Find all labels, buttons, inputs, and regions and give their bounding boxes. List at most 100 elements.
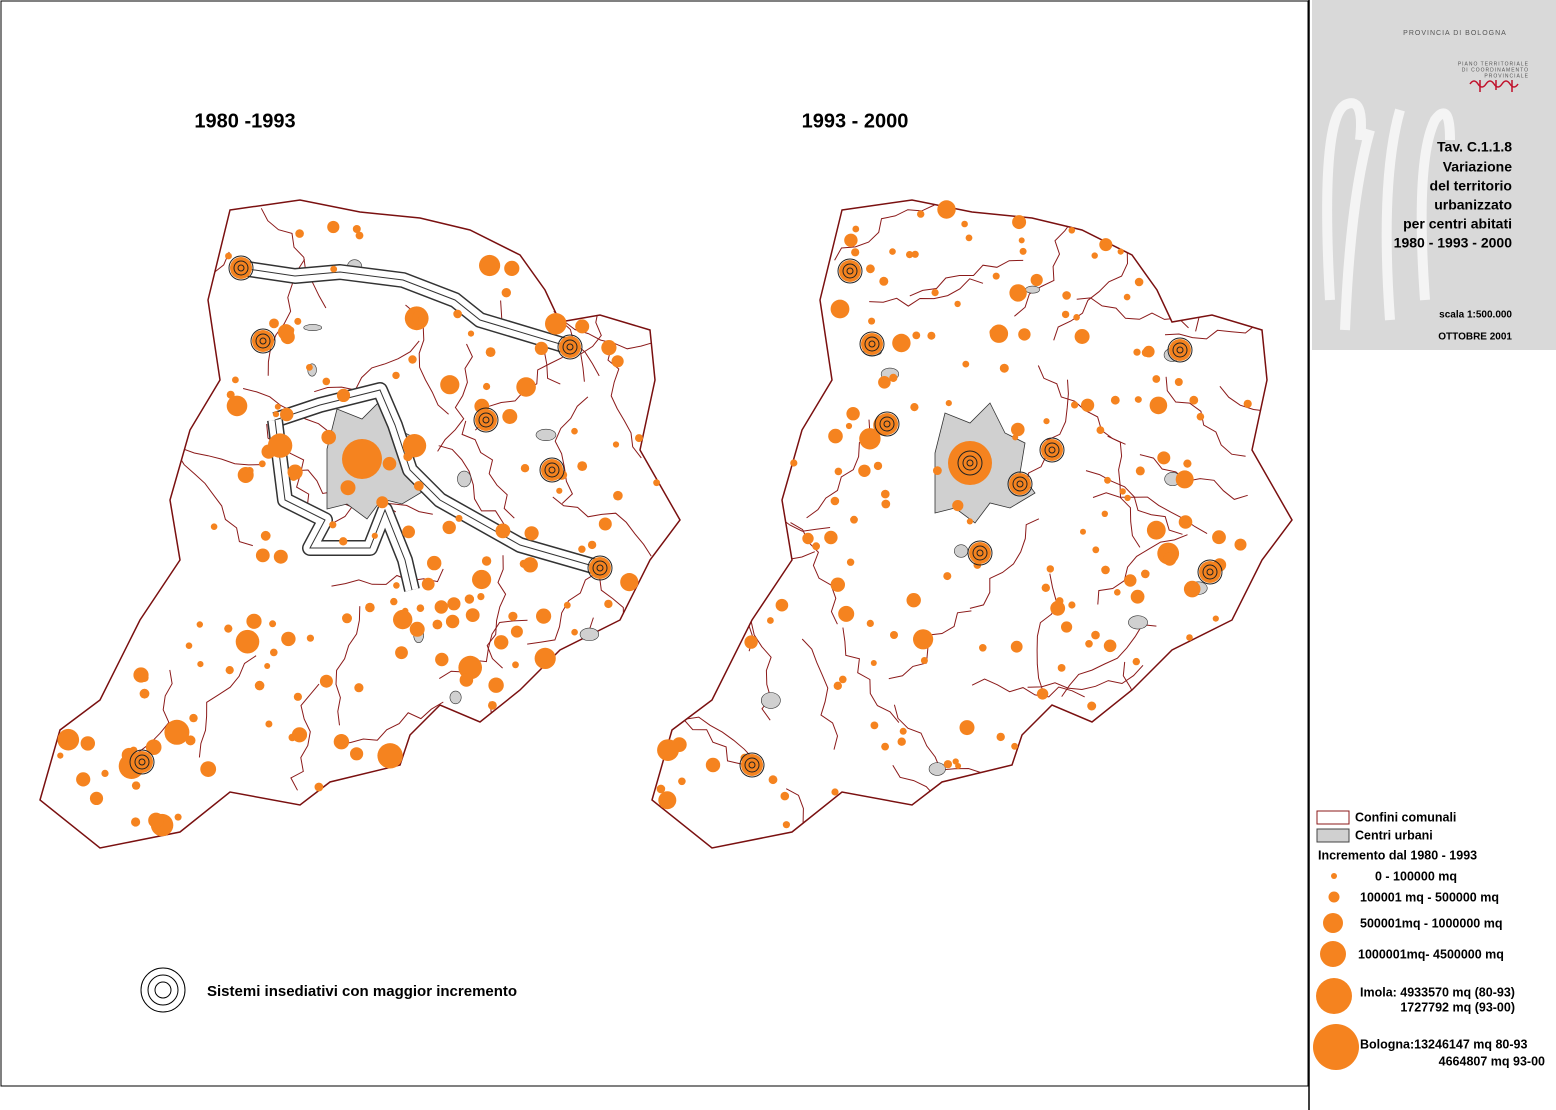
settlement-dot xyxy=(563,601,571,609)
target-dot xyxy=(252,330,274,352)
settlement-dot xyxy=(329,521,337,529)
settlement-dot xyxy=(174,813,182,821)
settlement-dot xyxy=(658,791,677,810)
settlement-dot xyxy=(510,625,523,638)
settlement-dot xyxy=(464,594,475,604)
target-ring xyxy=(562,339,578,355)
target-ring xyxy=(473,407,499,433)
settlement-dot xyxy=(834,467,843,476)
settlement-dot xyxy=(1141,569,1150,579)
municipal-boundary xyxy=(869,278,984,307)
settlement-dot xyxy=(488,701,497,710)
settlement-dot xyxy=(224,624,233,633)
settlement-dot xyxy=(365,602,375,613)
settlement-dot xyxy=(1012,434,1019,441)
settlement-dot xyxy=(409,621,425,637)
map-title: 1980 -1993 xyxy=(194,110,295,132)
municipal-boundary xyxy=(1014,219,1074,317)
settlement-dot xyxy=(578,545,586,553)
settlement-dot xyxy=(277,324,294,341)
settlement-dot xyxy=(280,407,294,422)
settlement-dot xyxy=(846,558,855,566)
settlement-dot xyxy=(340,480,356,496)
settlement-dot xyxy=(330,265,338,273)
settlement-dot xyxy=(512,661,519,669)
settlement-dot xyxy=(447,597,461,611)
settlement-dot xyxy=(965,234,973,242)
settlement-dot xyxy=(434,600,448,614)
municipal-boundary xyxy=(1053,249,1129,341)
municipal-boundary xyxy=(290,683,320,791)
settlement-dot xyxy=(1183,580,1201,598)
settlement-dot xyxy=(881,499,891,509)
settlement-dot xyxy=(962,360,970,368)
settlement-dot xyxy=(657,739,679,761)
panel-title-line: 1980 - 1993 - 2000 xyxy=(1394,235,1513,251)
note: Sistemi insediativi con maggior incremen… xyxy=(207,983,517,1000)
municipal-boundary xyxy=(1097,534,1188,605)
settlement-dot xyxy=(196,621,203,628)
settlement-dot xyxy=(382,456,397,471)
settlement-dot xyxy=(1011,742,1018,750)
legend-label: 4664807 mq 93-00 xyxy=(1439,1054,1545,1068)
settlement-dot xyxy=(850,515,858,524)
settlement-dot xyxy=(1114,589,1121,596)
target-ring xyxy=(972,545,988,561)
settlement-dot xyxy=(768,775,778,785)
urban-area xyxy=(303,324,323,331)
settlement-dot xyxy=(1157,451,1171,465)
settlement-dot xyxy=(495,523,511,539)
settlement-dot xyxy=(1091,252,1098,259)
settlement-dot xyxy=(494,635,509,650)
municipal-boundary xyxy=(834,204,935,261)
logo xyxy=(1469,80,1519,92)
target-ring xyxy=(846,267,854,275)
province xyxy=(652,200,1292,848)
target-ring xyxy=(1048,446,1056,454)
settlement-dot xyxy=(1030,273,1043,287)
settlement-dot xyxy=(1103,639,1117,653)
settlement-dot xyxy=(57,752,64,759)
settlement-dot xyxy=(556,487,563,494)
settlement-dot xyxy=(866,264,875,274)
legend-urban-swatch xyxy=(1316,828,1350,843)
settlement-dot xyxy=(1133,348,1141,356)
settlement-dot xyxy=(402,434,427,458)
legend-label: 1727792 mq (93-00) xyxy=(1400,1000,1515,1014)
target-ring xyxy=(1007,471,1033,497)
target-ring xyxy=(842,263,858,279)
settlement-dot xyxy=(1061,310,1070,319)
target-ring xyxy=(250,328,276,354)
corridor xyxy=(240,267,571,348)
target-ring xyxy=(859,331,885,357)
target-ring xyxy=(1012,476,1028,492)
settlement-dot xyxy=(376,496,389,509)
settlement-dot xyxy=(1050,600,1066,616)
settlement-dot xyxy=(830,299,850,319)
target-dot xyxy=(131,751,153,773)
settlement-dot xyxy=(453,309,462,319)
settlement-dot xyxy=(485,347,496,357)
target-ring xyxy=(739,752,765,778)
settlement-dot xyxy=(483,382,491,391)
settlement-dot xyxy=(377,743,403,769)
target-dot xyxy=(541,459,563,481)
settlement-dot xyxy=(210,523,218,530)
settlement-dot xyxy=(1183,459,1192,468)
settlement-dot xyxy=(866,619,874,628)
settlement-dot xyxy=(790,459,798,467)
panel-title-line: Variazione xyxy=(1443,159,1512,175)
settlement-dot xyxy=(1149,396,1168,415)
target-ring xyxy=(129,749,155,775)
settlement-dot xyxy=(80,736,96,751)
settlement-dot xyxy=(927,331,936,340)
settlement-dot xyxy=(339,537,348,546)
corridor xyxy=(274,389,601,569)
settlement-dot xyxy=(954,300,961,308)
municipal-boundary xyxy=(1025,379,1069,488)
settlement-dot xyxy=(952,500,964,512)
panel-title-line: Tav. C.1.1.8 xyxy=(1437,139,1512,155)
municipal-boundary xyxy=(439,619,528,680)
settlement-dot xyxy=(336,388,351,402)
settlement-dot xyxy=(350,747,364,761)
